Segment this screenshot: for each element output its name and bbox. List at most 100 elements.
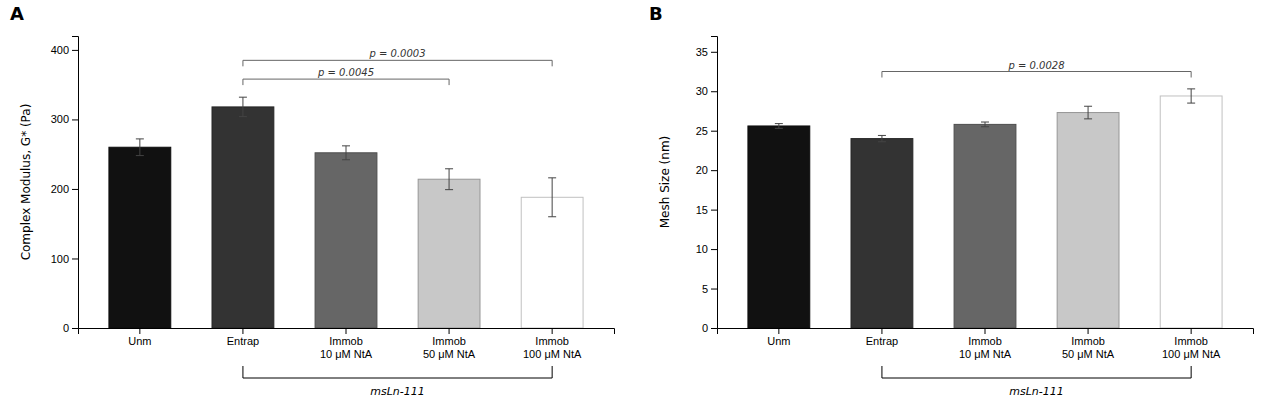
y-tick: 25 [696, 125, 717, 137]
error-bar [1187, 89, 1195, 103]
x-tick-label-line: Unm [767, 335, 790, 347]
y-tick-mark [72, 50, 78, 51]
group-label: msLn-111 [1009, 385, 1064, 398]
x-tick-label: Immob100 μM NtA [523, 335, 582, 360]
x-tick: Immob100 μM NtA [1162, 328, 1221, 360]
y-tick-label: 10 [696, 243, 708, 255]
x-tick-label: Unm [128, 335, 151, 347]
x-tick-label-line: 50 μM NtA [423, 348, 476, 360]
x-tick-mark [985, 328, 986, 334]
x-tick-label-line: Entrap [866, 335, 898, 347]
y-tick: 30 [696, 85, 717, 97]
x-axis-line [79, 329, 615, 335]
x-tick-label: Unm [767, 335, 790, 347]
panel-title: B [649, 3, 663, 24]
y-tick-label: 300 [51, 113, 69, 125]
y-axis-line [711, 37, 718, 329]
x-tick-label: Immob10 μM NtA [320, 335, 373, 360]
figure: 0100200300400UnmEntrapImmob10 μM NtAImmo… [0, 0, 1278, 413]
y-tick-mark [711, 91, 717, 92]
x-tick-label-line: 100 μM NtA [1162, 348, 1221, 360]
x-tick-mark [552, 328, 553, 334]
y-tick: 35 [696, 46, 717, 58]
x-tick: Entrap [866, 328, 898, 347]
error-bar [342, 146, 350, 160]
y-axis-title: Complex Modulus, G* (Pa) [19, 104, 33, 261]
y-tick: 10 [696, 243, 717, 255]
y-tick-mark [711, 328, 717, 329]
plot-area [109, 97, 583, 328]
x-tick-label-line: 50 μM NtA [1062, 348, 1115, 360]
y-tick-mark [711, 210, 717, 211]
y-tick-mark [72, 258, 78, 259]
x-tick-label-line: Unm [128, 335, 151, 347]
x-tick: Immob10 μM NtA [959, 328, 1012, 360]
x-tick-label-line: 10 μM NtA [320, 348, 373, 360]
significance-bracket [882, 72, 1191, 78]
error-bar [548, 178, 556, 217]
group-bracket [882, 366, 1191, 378]
x-tick-label-line: Immob [535, 335, 569, 347]
bar [109, 147, 171, 328]
y-tick-label: 15 [696, 204, 708, 216]
x-tick-label-line: Entrap [227, 335, 259, 347]
x-tick: Immob10 μM NtA [320, 328, 373, 360]
panel-title: A [10, 3, 24, 24]
y-tick: 0 [63, 322, 78, 334]
x-tick-label-line: 10 μM NtA [959, 348, 1012, 360]
x-tick: Entrap [227, 328, 259, 347]
x-tick-label: Entrap [866, 335, 898, 347]
y-axis: 0 100 200 300 400 [51, 37, 79, 335]
y-tick-mark [72, 328, 78, 329]
annotations: p = 0.0028 [882, 60, 1191, 78]
y-tick-label: 25 [696, 125, 708, 137]
bar [1160, 96, 1222, 328]
x-tick-mark [346, 328, 347, 334]
x-tick-label: Immob50 μM NtA [423, 335, 476, 360]
group-bracket [243, 366, 552, 378]
y-tick-label: 200 [51, 183, 69, 195]
y-tick-mark [711, 170, 717, 171]
x-tick-label-line: Immob [329, 335, 363, 347]
y-tick-mark [711, 289, 717, 290]
y-axis: 05101520253035 [696, 37, 718, 335]
y-tick-label: 400 [51, 44, 69, 56]
y-tick-label: 35 [696, 46, 708, 58]
y-tick: 15 [696, 204, 717, 216]
y-tick-mark [711, 52, 717, 53]
bar [315, 153, 377, 328]
x-tick: Unm [767, 328, 790, 347]
bar [851, 139, 913, 328]
y-tick: 200 [51, 183, 78, 195]
error-bar [136, 139, 144, 156]
y-tick: 100 [51, 252, 78, 264]
y-tick-mark [72, 189, 78, 190]
y-tick: 0 [702, 322, 717, 334]
x-tick-label-line: Immob [432, 335, 466, 347]
panel: 0100200300400UnmEntrapImmob10 μM NtAImmo… [10, 3, 615, 398]
y-tick-label: 100 [51, 252, 69, 264]
x-tick: Immob100 μM NtA [523, 328, 582, 360]
x-axis: UnmEntrapImmob10 μM NtAImmob50 μM NtAImm… [718, 328, 1254, 360]
significance-label: p = 0.0028 [1007, 60, 1064, 71]
y-tick-label: 0 [63, 322, 69, 334]
x-tick-label-line: Immob [1071, 335, 1105, 347]
y-tick-mark [711, 249, 717, 250]
annotations: p = 0.0045p = 0.0003 [243, 48, 552, 85]
y-tick-label: 30 [696, 85, 708, 97]
y-tick-label: 20 [696, 164, 708, 176]
group-label: msLn-111 [370, 385, 425, 398]
bar [748, 126, 810, 328]
x-tick-mark [449, 328, 450, 334]
bar [1057, 113, 1119, 328]
x-tick-label-line: Immob [1174, 335, 1208, 347]
x-tick-mark [881, 328, 882, 334]
x-tick-mark [1191, 328, 1192, 334]
y-axis-title: Mesh Size (nm) [658, 136, 672, 229]
significance-bracket [243, 79, 449, 85]
error-bar [239, 97, 247, 116]
y-tick-mark [72, 119, 78, 120]
x-tick-label-line: 100 μM NtA [523, 348, 582, 360]
x-tick: Unm [128, 328, 151, 347]
x-tick-label: Immob100 μM NtA [1162, 335, 1221, 360]
